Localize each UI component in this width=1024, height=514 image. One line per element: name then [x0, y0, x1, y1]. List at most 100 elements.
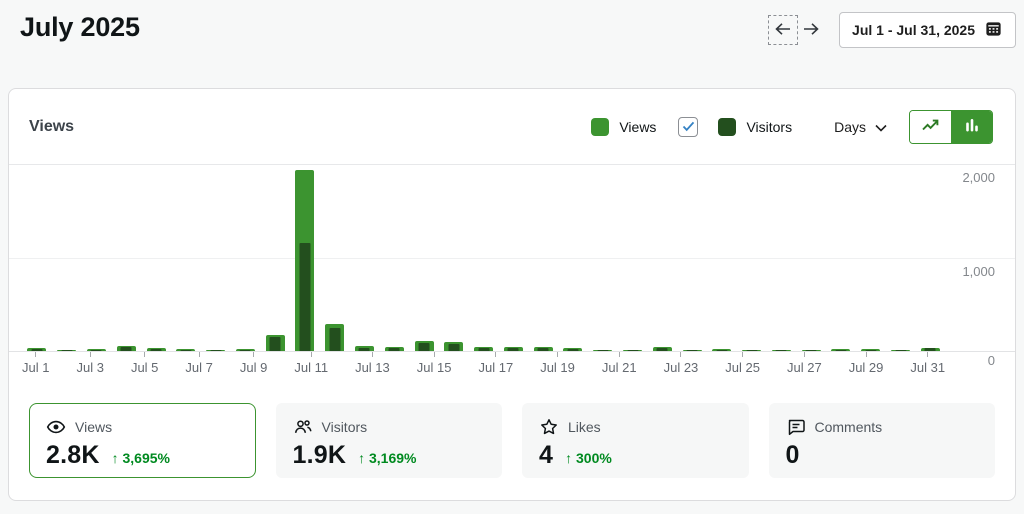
- prev-period-button[interactable]: [768, 15, 799, 45]
- summary-card-comments[interactable]: Comments 0: [768, 403, 995, 478]
- chart-bar-jul-25[interactable]: [737, 164, 767, 351]
- line-chart-button[interactable]: [910, 110, 951, 143]
- bar-chart-icon: [964, 117, 980, 136]
- visitors-bar: [627, 350, 639, 351]
- chart-bar-jul-20[interactable]: [588, 164, 618, 351]
- visitors-bar: [269, 336, 281, 351]
- summary-card-value: 0: [785, 441, 800, 469]
- chart-bar-jul-10[interactable]: [290, 164, 320, 351]
- x-axis: Jul 1 Jul 3 Jul 5 Jul 7 Jul 9 Jul 11 Jul 13 Jul…: [9, 352, 1015, 388]
- bar-chart-button[interactable]: [951, 110, 992, 143]
- chart-bar-jul-8[interactable]: [230, 164, 260, 351]
- chart-bar-jul-31[interactable]: [915, 164, 945, 351]
- summary-card-likes[interactable]: Likes 4 ↑ 300%: [522, 403, 749, 478]
- legend-visitors: Visitors: [678, 116, 793, 137]
- views-bar: [682, 349, 702, 351]
- summary-card-value: 1.9K: [292, 441, 347, 469]
- x-axis-label: Jul 15: [416, 360, 452, 375]
- x-axis-label: Jul 11: [294, 360, 329, 375]
- visitors-bar: [716, 349, 728, 351]
- visitors-checkbox[interactable]: [678, 116, 699, 137]
- views-bar: [384, 347, 404, 351]
- chart-bar-jul-26[interactable]: [767, 164, 797, 351]
- x-axis-label: Jul 3: [76, 360, 104, 375]
- stats-card: Views Views Visitors Days: [8, 88, 1016, 501]
- x-axis-tick: [618, 352, 620, 357]
- visitors-bar: [61, 350, 73, 351]
- chart-bar-jul-7[interactable]: [201, 164, 231, 351]
- chart-bar-jul-3[interactable]: [82, 164, 112, 351]
- chart-bar-jul-9[interactable]: [260, 164, 290, 351]
- chart-header: Views Views Visitors Days: [9, 89, 1015, 165]
- x-axis-label: Jul 9: [239, 360, 268, 375]
- visitors-bar: [507, 348, 519, 351]
- x-axis-label: Jul 27: [787, 360, 822, 375]
- views-bar: [891, 349, 911, 351]
- x-axis-tick: [742, 352, 744, 357]
- summary-card-delta: ↑ 3,695%: [111, 450, 170, 466]
- chart-bar-jul-1[interactable]: [22, 164, 52, 351]
- summary-card-value: 4: [539, 441, 554, 469]
- legend-visitors-label: Visitors: [746, 118, 793, 135]
- summary-card-views[interactable]: Views 2.8K ↑ 3,695%: [29, 403, 256, 478]
- chart-bar-jul-15[interactable]: [439, 164, 469, 351]
- page-header: July 2025 Jul 1 - Jul 31, 2025: [0, 0, 1024, 64]
- views-bar: [831, 349, 851, 351]
- chart-bar-jul-18[interactable]: [528, 164, 558, 351]
- chevron-down-icon: [875, 119, 887, 135]
- chart-bar-jul-30[interactable]: [886, 164, 916, 351]
- gridline-1000: [9, 258, 1015, 259]
- chart-bar-jul-4[interactable]: [111, 164, 141, 351]
- chart-bar-jul-16[interactable]: [469, 164, 499, 351]
- summary-card-value: 2.8K: [46, 441, 100, 469]
- x-axis-label: Jul 25: [725, 360, 760, 375]
- star-icon: [539, 417, 559, 437]
- views-bar: [503, 347, 523, 351]
- views-bar: [206, 349, 226, 351]
- y-axis-label-2000: 2,000: [962, 170, 995, 185]
- chart-bar-jul-24[interactable]: [707, 164, 737, 351]
- visitors-bar: [895, 350, 907, 351]
- summary-cards-row: Views 2.8K ↑ 3,695% Visitors 1.9K ↑ 3,16…: [9, 388, 1015, 478]
- line-chart-icon: [921, 117, 940, 136]
- visitors-bar: [180, 349, 192, 351]
- visitors-bar: [478, 347, 490, 351]
- date-range-button[interactable]: Jul 1 - Jul 31, 2025: [839, 12, 1016, 48]
- chart-bar-jul-23[interactable]: [677, 164, 707, 351]
- x-axis-label: Jul 17: [478, 360, 514, 375]
- chart-bar-jul-21[interactable]: [618, 164, 648, 351]
- chart-bar-jul-17[interactable]: [499, 164, 529, 351]
- views-bar: [116, 346, 136, 351]
- chart-bar-jul-22[interactable]: [647, 164, 677, 351]
- views-bar: [444, 342, 464, 351]
- chart-bar-jul-28[interactable]: [826, 164, 856, 351]
- visitors-bar: [120, 346, 132, 351]
- chart-bar-jul-2[interactable]: [52, 164, 82, 351]
- visitors-bar: [31, 349, 43, 351]
- views-bar: [861, 348, 881, 351]
- visitors-bar: [299, 243, 311, 351]
- interval-dropdown[interactable]: Days: [834, 119, 887, 135]
- summary-card-label: Views: [75, 419, 113, 435]
- chart-bar-jul-5[interactable]: [141, 164, 171, 351]
- chart-bar-jul-13[interactable]: [379, 164, 409, 351]
- chart-bar-jul-14[interactable]: [409, 164, 439, 351]
- views-bar: [354, 346, 374, 351]
- views-bar: [563, 348, 583, 351]
- x-axis-label: Jul 1: [22, 360, 50, 375]
- summary-card-visitors[interactable]: Visitors 1.9K ↑ 3,169%: [275, 403, 502, 478]
- views-bar: [265, 335, 285, 351]
- chart-bar-jul-19[interactable]: [558, 164, 588, 351]
- views-bar: [652, 347, 672, 351]
- views-bar: [474, 346, 494, 351]
- chart-bar-jul-11[interactable]: [320, 164, 350, 351]
- chart-bar-jul-12[interactable]: [350, 164, 380, 351]
- chart-bar-jul-27[interactable]: [796, 164, 826, 351]
- visitors-bar: [805, 350, 817, 351]
- visitors-bar: [329, 328, 341, 351]
- chart-bar-jul-29[interactable]: [856, 164, 886, 351]
- visitors-bar: [537, 348, 549, 351]
- chart-bar-jul-6[interactable]: [171, 164, 201, 351]
- next-period-button[interactable]: [797, 16, 825, 44]
- x-axis-label: Jul 19: [540, 360, 575, 375]
